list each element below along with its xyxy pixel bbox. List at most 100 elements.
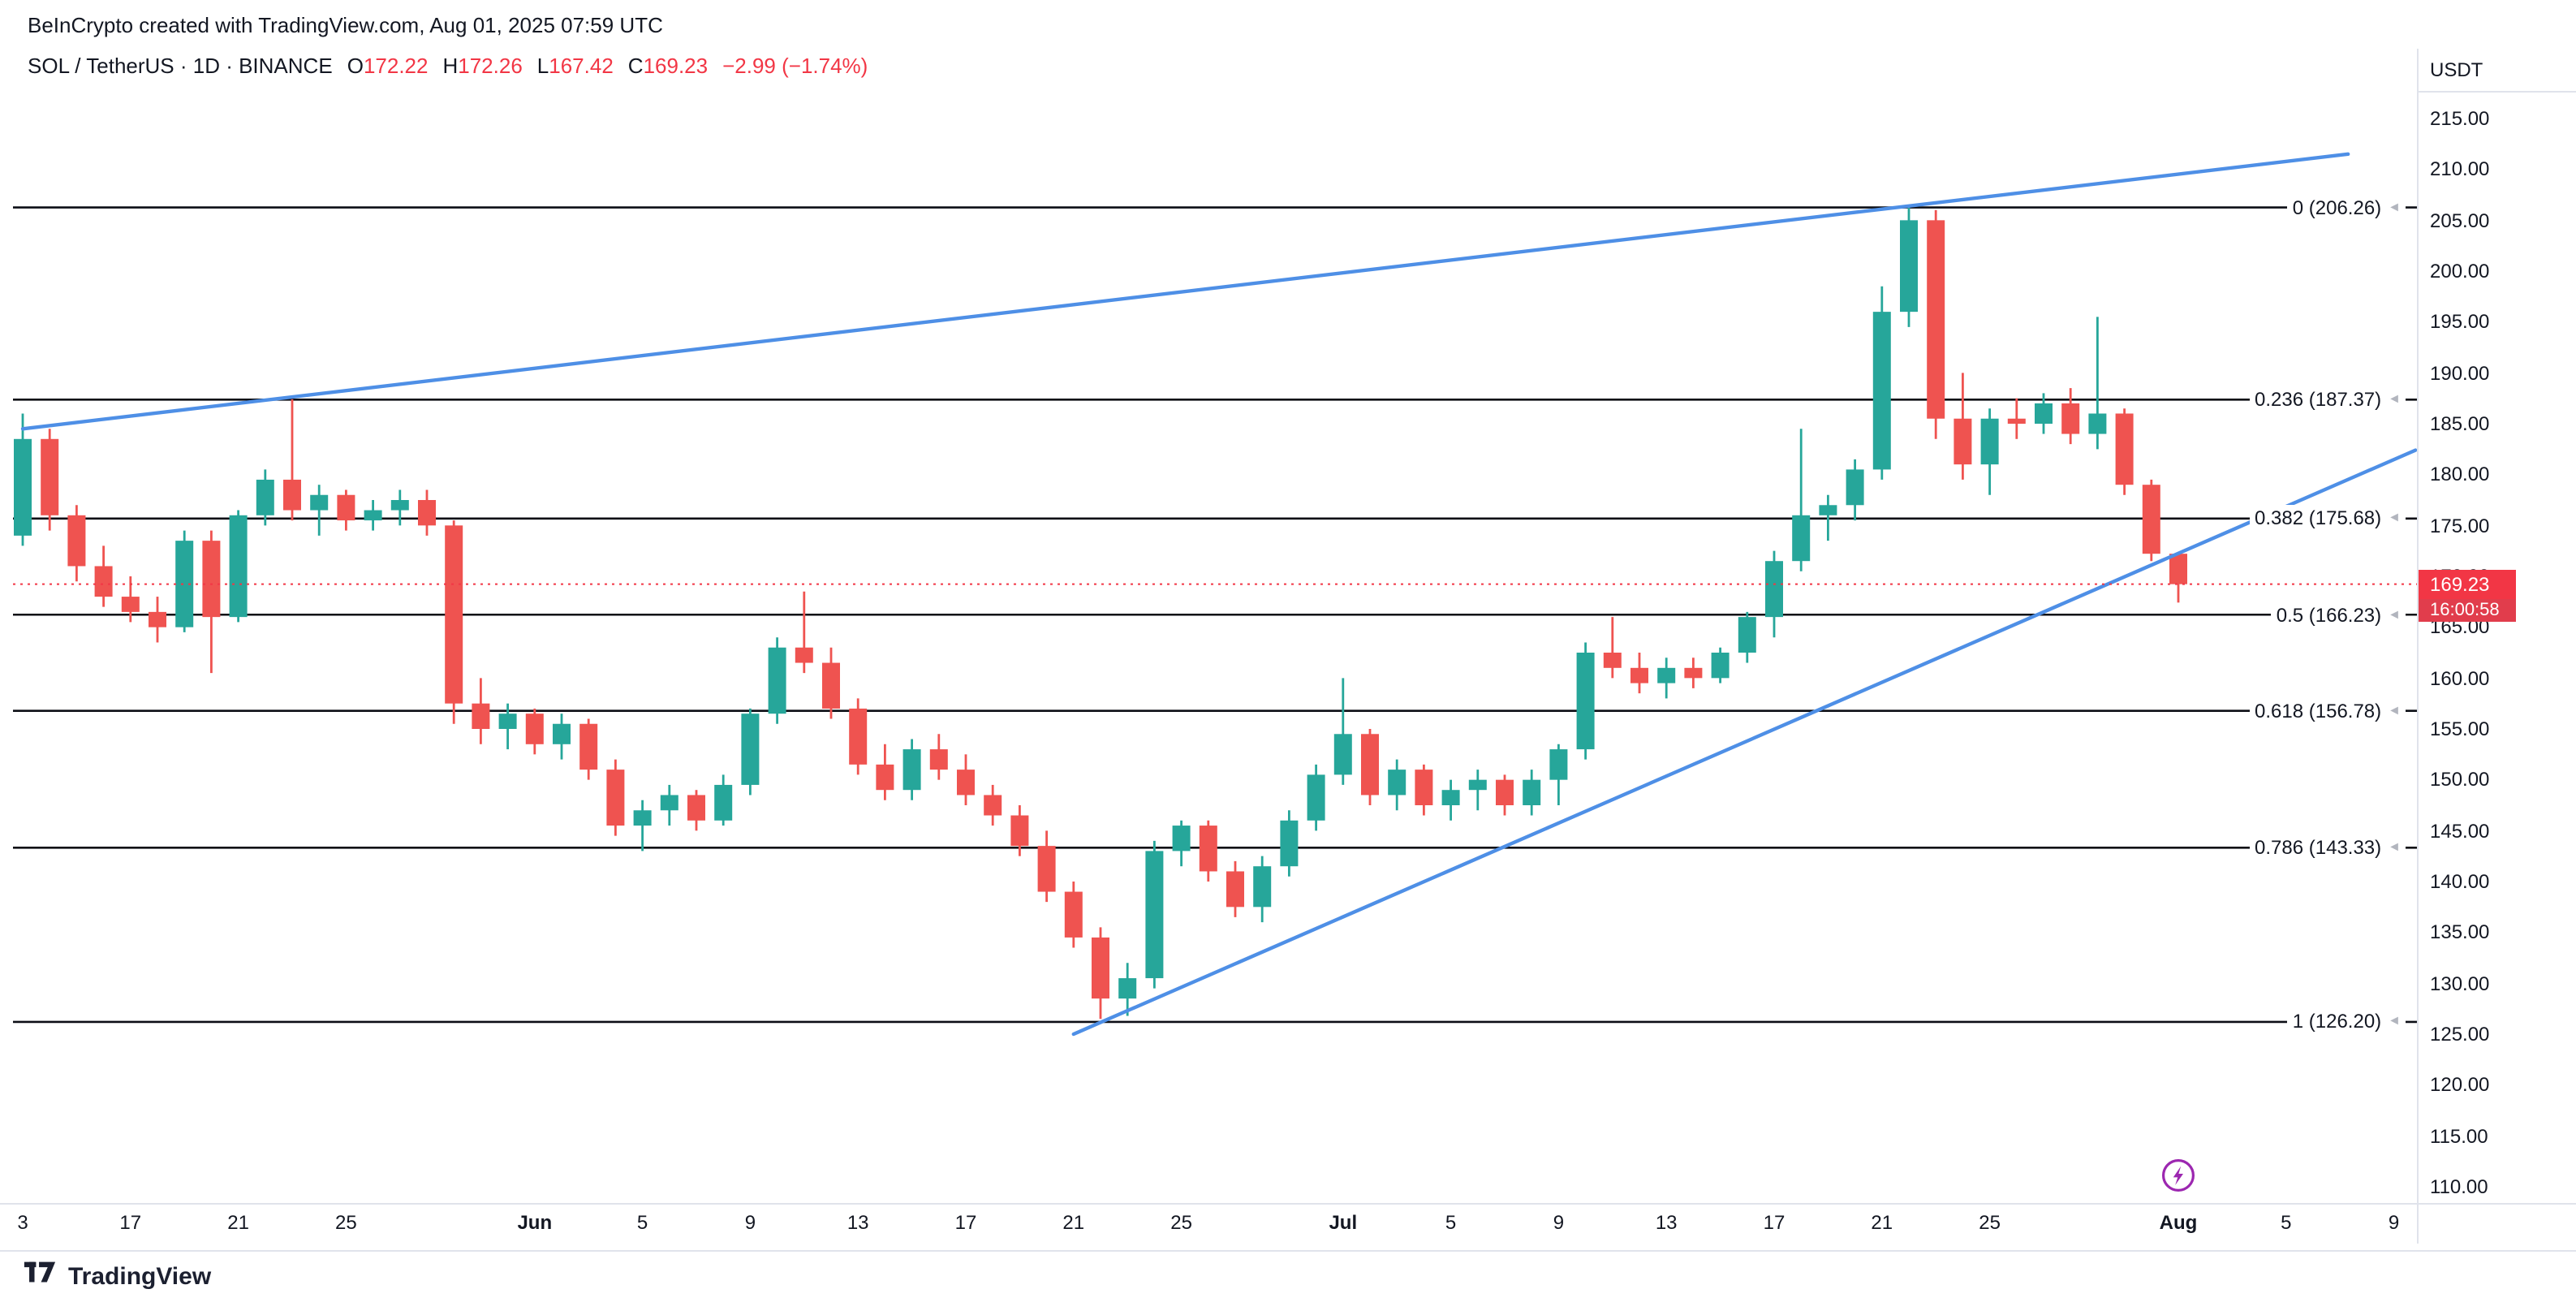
open-label: O [347, 54, 364, 78]
price-tick-label: 140.00 [2430, 870, 2490, 893]
price-tick-label: 205.00 [2430, 209, 2490, 232]
time-axis-label: 13 [846, 1211, 869, 1234]
price-tick-label: 175.00 [2430, 514, 2490, 537]
candle-body [1900, 220, 1918, 313]
candle-body [175, 541, 194, 627]
symbol-title[interactable]: SOL / TetherUS · 1D · BINANCE [28, 54, 333, 78]
upper-resistance-trendline[interactable] [20, 152, 2350, 431]
candle-body [1603, 653, 1622, 668]
candle-body [1037, 846, 1056, 892]
candle-body [1092, 937, 1109, 999]
candle-body [957, 770, 975, 795]
candle-body [876, 764, 894, 791]
candle-body [41, 438, 59, 515]
fib-label-marker-icon: ◄ [2388, 510, 2401, 525]
candle-body [2035, 403, 2053, 425]
candle-body [1872, 312, 1891, 470]
attribution-text: BeInCrypto created with TradingView.com,… [28, 13, 663, 37]
tradingview-logo-text[interactable]: TradingView [68, 1263, 212, 1291]
candle-body [1199, 826, 1217, 872]
footer-border [0, 1250, 2576, 1252]
candle-body [984, 795, 1002, 816]
candle-body [1576, 653, 1595, 750]
candle-body [741, 714, 760, 785]
fib-label-marker-icon: ◄ [2388, 606, 2401, 622]
fib-level-text: 1 (126.20) [2292, 1010, 2382, 1033]
candle-body [1145, 851, 1164, 979]
fib-level-label[interactable]: 0.618 (156.78) ◄ [2250, 697, 2406, 724]
candle-body [1630, 667, 1648, 683]
candle-body [660, 795, 678, 811]
price-tick-label: 115.00 [2430, 1124, 2488, 1148]
time-axis-label: 13 [1655, 1211, 1678, 1234]
time-axis[interactable]: 3 17 21 25 Jun 5 9 13 17 21 25 Jul 5 9 13 17 21 25 Aug 5 9 [0, 1203, 2576, 1250]
time-axis-label: 21 [1871, 1211, 1893, 1234]
price-tick-label: 190.00 [2430, 361, 2490, 385]
low-value: 167.42 [549, 54, 614, 78]
candle-body [1765, 561, 1783, 618]
fib-level-label[interactable]: 0.382 (175.68) ◄ [2250, 505, 2406, 532]
candle-body [1819, 505, 1837, 515]
fib-level-label[interactable]: 0.236 (187.37) ◄ [2250, 386, 2406, 413]
time-axis-label: 9 [2388, 1211, 2400, 1234]
price-tick-label: 125.00 [2430, 1023, 2490, 1046]
candle-body [2169, 554, 2187, 584]
candle-body [714, 784, 733, 821]
price-tick-label: 215.00 [2430, 107, 2490, 130]
time-axis-label: 25 [335, 1211, 357, 1234]
fib-level-label[interactable]: 0.786 (143.33) ◄ [2250, 834, 2406, 861]
candle-body [1792, 515, 1811, 562]
candle-body [1172, 826, 1191, 852]
fib-label-marker-icon: ◄ [2388, 702, 2401, 718]
candle-countdown: 16:00:58 [2419, 599, 2516, 622]
candle-body [2142, 485, 2160, 554]
open-value: 172.22 [363, 54, 429, 78]
time-axis-label: 21 [227, 1211, 249, 1234]
currency-cell-border [2417, 91, 2576, 93]
time-axis-label: 25 [1979, 1211, 2001, 1234]
candle-body [445, 525, 463, 704]
candle-body [149, 611, 166, 627]
price-tick-label: 185.00 [2430, 412, 2490, 435]
candle-body [579, 723, 598, 770]
candle-body [1927, 220, 1945, 419]
price-tick-label: 135.00 [2430, 921, 2490, 944]
candle-body [553, 723, 571, 744]
fib-level-label[interactable]: 0.5 (166.23) ◄ [2271, 601, 2406, 628]
lightning-event-icon[interactable] [2160, 1158, 2196, 1193]
candle-body [121, 597, 140, 612]
low-label: L [536, 54, 549, 78]
fib-level-label[interactable]: 0 (206.26) ◄ [2287, 194, 2406, 221]
candle-body [472, 703, 490, 730]
footer: TradingView [23, 1260, 211, 1294]
price-tick-label: 110.00 [2430, 1175, 2488, 1198]
fib-level-label[interactable]: 1 (126.20) ◄ [2287, 1008, 2406, 1035]
price-tick-label: 200.00 [2430, 260, 2490, 282]
time-axis-label: 17 [954, 1211, 977, 1234]
close-label: C [627, 54, 644, 78]
candle-body [1064, 891, 1083, 938]
candle-body [633, 810, 652, 826]
time-axis-label: 9 [1553, 1211, 1565, 1234]
price-axis-border [2417, 49, 2419, 1244]
time-axis-label: 9 [744, 1211, 756, 1234]
time-axis-label: 25 [1170, 1211, 1192, 1234]
fib-level-text: 0 (206.26) [2292, 196, 2382, 219]
fib-label-marker-icon: ◄ [2388, 839, 2401, 855]
lower-support-trendline[interactable] [1071, 448, 2418, 1037]
time-axis-border [0, 1203, 2576, 1205]
candle-body [1226, 871, 1244, 908]
tradingview-logo-icon[interactable] [23, 1260, 57, 1294]
candle-body [229, 515, 248, 618]
price-tick-label: 195.00 [2430, 310, 2490, 334]
price-tick-label: 120.00 [2430, 1073, 2490, 1097]
candle-body [525, 714, 544, 744]
candle-body [283, 479, 301, 511]
candle-body [902, 749, 921, 791]
candle-body [1523, 779, 1541, 806]
candle-body [1118, 978, 1137, 999]
candle-body [67, 515, 86, 567]
candle-body [687, 795, 705, 821]
